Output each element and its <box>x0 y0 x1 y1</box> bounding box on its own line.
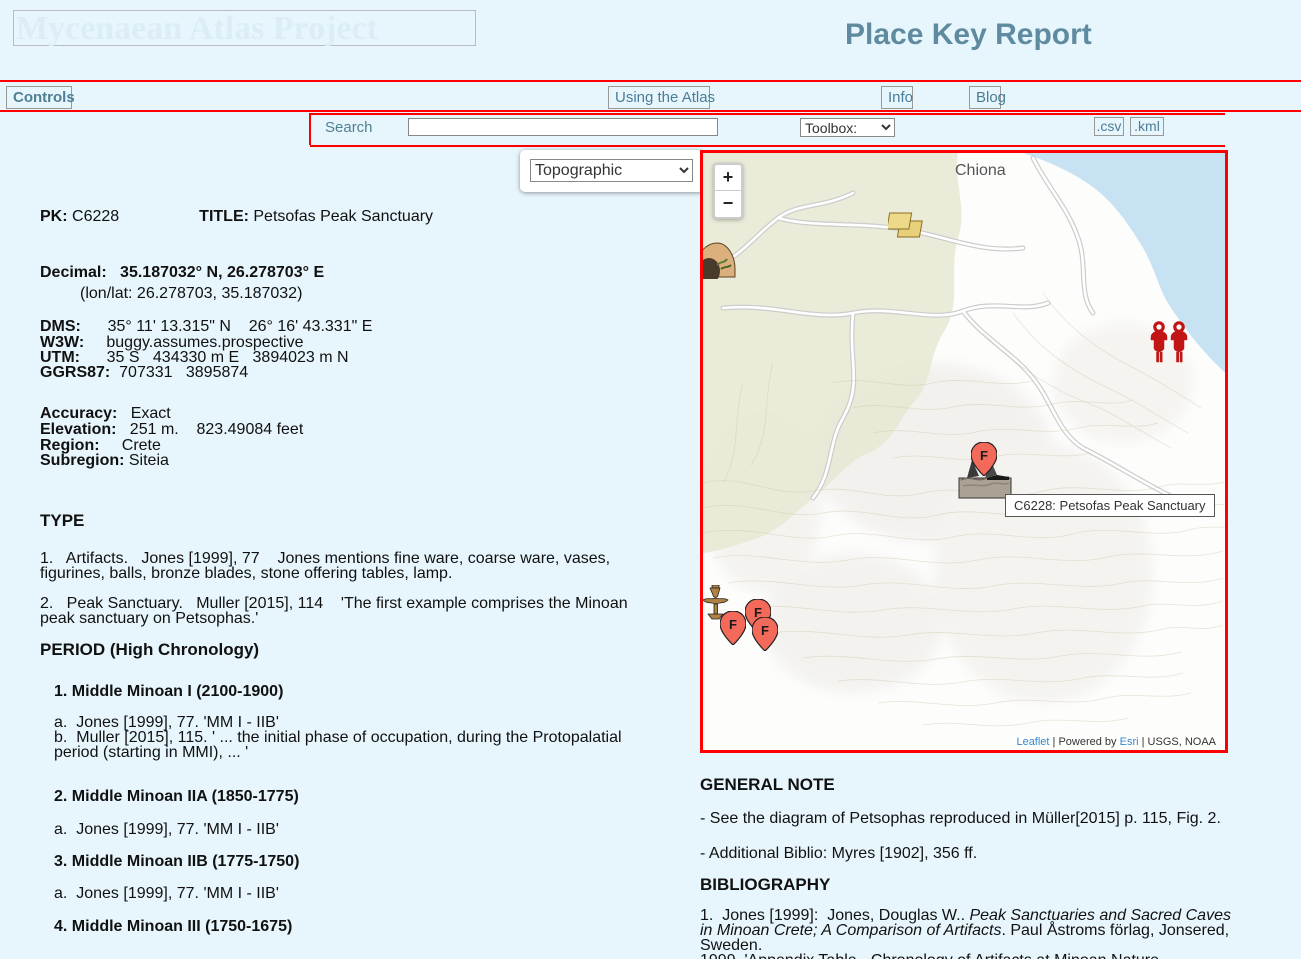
svg-text:F: F <box>761 623 769 638</box>
svg-text:F: F <box>729 617 737 632</box>
svg-text:Chiona: Chiona <box>955 162 1006 179</box>
svg-text:F: F <box>980 448 988 463</box>
